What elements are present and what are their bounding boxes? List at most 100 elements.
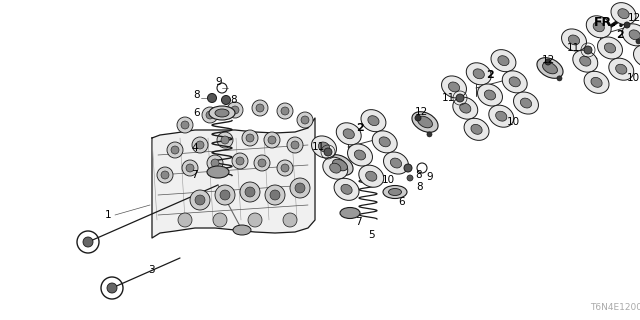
- Circle shape: [324, 148, 332, 156]
- Circle shape: [177, 117, 193, 133]
- Text: FR.: FR.: [594, 15, 617, 28]
- Circle shape: [245, 187, 255, 197]
- Ellipse shape: [383, 152, 408, 174]
- Ellipse shape: [618, 9, 629, 19]
- Ellipse shape: [580, 56, 591, 66]
- Circle shape: [415, 115, 421, 121]
- Circle shape: [301, 116, 309, 124]
- Text: 8: 8: [230, 95, 237, 105]
- Circle shape: [236, 157, 244, 165]
- Text: 9: 9: [426, 172, 433, 182]
- Circle shape: [281, 164, 289, 172]
- Ellipse shape: [348, 144, 372, 166]
- Ellipse shape: [312, 136, 337, 158]
- Ellipse shape: [471, 124, 482, 134]
- Circle shape: [584, 46, 592, 54]
- Ellipse shape: [598, 37, 623, 59]
- Circle shape: [181, 121, 189, 129]
- Circle shape: [167, 142, 183, 158]
- Circle shape: [277, 103, 293, 119]
- Circle shape: [242, 130, 258, 146]
- Ellipse shape: [442, 76, 467, 98]
- Circle shape: [171, 146, 179, 154]
- Ellipse shape: [616, 64, 627, 74]
- Text: 5: 5: [368, 230, 374, 240]
- Ellipse shape: [593, 22, 604, 32]
- Circle shape: [281, 107, 289, 115]
- Circle shape: [232, 153, 248, 169]
- Circle shape: [240, 182, 260, 202]
- Ellipse shape: [604, 43, 616, 53]
- Circle shape: [196, 141, 204, 149]
- Circle shape: [283, 213, 297, 227]
- Circle shape: [291, 141, 299, 149]
- Circle shape: [207, 155, 223, 171]
- Ellipse shape: [379, 137, 390, 147]
- Text: 1: 1: [105, 210, 111, 220]
- Circle shape: [186, 164, 194, 172]
- Circle shape: [202, 107, 218, 123]
- Circle shape: [221, 136, 229, 144]
- Ellipse shape: [215, 109, 229, 117]
- Ellipse shape: [491, 50, 516, 72]
- Circle shape: [195, 195, 205, 205]
- Ellipse shape: [573, 50, 598, 72]
- Ellipse shape: [609, 58, 634, 80]
- Ellipse shape: [484, 90, 495, 100]
- Circle shape: [211, 159, 219, 167]
- Circle shape: [624, 22, 630, 28]
- Ellipse shape: [513, 92, 538, 114]
- Text: 6: 6: [193, 108, 200, 118]
- Circle shape: [252, 100, 268, 116]
- Ellipse shape: [355, 150, 365, 160]
- Circle shape: [227, 102, 243, 118]
- Text: 7: 7: [191, 170, 198, 180]
- Ellipse shape: [460, 103, 471, 113]
- Circle shape: [248, 213, 262, 227]
- Ellipse shape: [453, 97, 477, 119]
- Ellipse shape: [584, 71, 609, 93]
- Text: 12: 12: [628, 13, 640, 23]
- Text: 12: 12: [542, 55, 556, 65]
- Ellipse shape: [334, 178, 359, 200]
- Text: 7: 7: [355, 217, 362, 227]
- Ellipse shape: [489, 105, 514, 127]
- Ellipse shape: [365, 171, 377, 181]
- Ellipse shape: [383, 186, 407, 198]
- Text: 4: 4: [191, 143, 198, 153]
- Text: T6N4E1200: T6N4E1200: [590, 303, 640, 313]
- Ellipse shape: [327, 155, 353, 175]
- Ellipse shape: [323, 157, 348, 179]
- Text: 11: 11: [567, 43, 580, 53]
- Text: 10: 10: [507, 117, 520, 127]
- Circle shape: [217, 132, 233, 148]
- Circle shape: [256, 104, 264, 112]
- Circle shape: [254, 155, 270, 171]
- Circle shape: [545, 59, 551, 65]
- Ellipse shape: [568, 35, 580, 45]
- Text: 11: 11: [312, 142, 325, 152]
- Ellipse shape: [561, 29, 586, 51]
- Circle shape: [246, 134, 254, 142]
- Ellipse shape: [336, 123, 361, 145]
- Ellipse shape: [359, 165, 384, 187]
- Circle shape: [178, 213, 192, 227]
- Text: 2: 2: [486, 70, 494, 80]
- Ellipse shape: [473, 69, 484, 79]
- Ellipse shape: [330, 163, 341, 173]
- Ellipse shape: [537, 58, 563, 78]
- Text: 2: 2: [616, 30, 624, 40]
- Ellipse shape: [498, 56, 509, 66]
- Circle shape: [213, 213, 227, 227]
- Ellipse shape: [611, 3, 636, 25]
- Circle shape: [220, 190, 230, 200]
- Ellipse shape: [477, 84, 502, 106]
- Text: 12: 12: [415, 107, 428, 117]
- Circle shape: [265, 185, 285, 205]
- Circle shape: [270, 190, 280, 200]
- Circle shape: [404, 164, 412, 172]
- Circle shape: [157, 167, 173, 183]
- Circle shape: [407, 175, 413, 181]
- Ellipse shape: [467, 63, 492, 85]
- Ellipse shape: [464, 118, 489, 140]
